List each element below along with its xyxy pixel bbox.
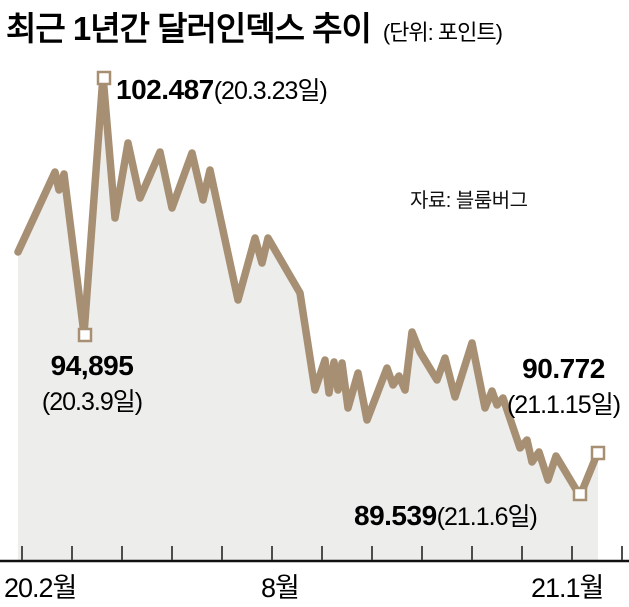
peak-date: (20.3.23일) [213,77,328,105]
price-line [14,72,602,500]
peak-value: 102.487 [116,74,214,105]
low2-date: (21.1.6일) [436,503,538,531]
data-point-marker [590,445,606,461]
page-title: 최근 1년간 달러인덱스 추이 (단위: 포인트) [6,2,503,50]
annotation-low2: 89.539(21.1.6일) [354,497,538,533]
annotation-low1: 94,895 (20.3.9일) [14,348,170,420]
area-fill [18,76,598,561]
low1-date: (20.3.9일) [41,388,143,416]
x-tick-label-aug: 8월 [261,573,300,603]
x-tick-label-feb: 20.2월 [4,573,77,603]
x-tick-label-jan: 21.1월 [531,573,604,603]
annotation-end: 90.772 (21.1.15일) [498,351,629,423]
low2-value: 89.539 [354,500,437,531]
data-point-marker [77,327,93,343]
low1-value: 94,895 [50,350,134,381]
unit-label: (단위: 포인트) [382,20,503,45]
source-label: 자료: 블룸버그 [410,190,528,212]
chart-title-text: 최근 1년간 달러인덱스 추이 [6,10,372,47]
end-date: (21.1.15일) [506,391,621,419]
data-point-marker [96,70,112,86]
data-point-marker [572,486,588,502]
x-axis-ticks [21,546,623,560]
end-value: 90.772 [522,353,605,384]
point-markers [77,70,606,502]
annotation-peak: 102.487(20.3.23일) [116,71,328,107]
